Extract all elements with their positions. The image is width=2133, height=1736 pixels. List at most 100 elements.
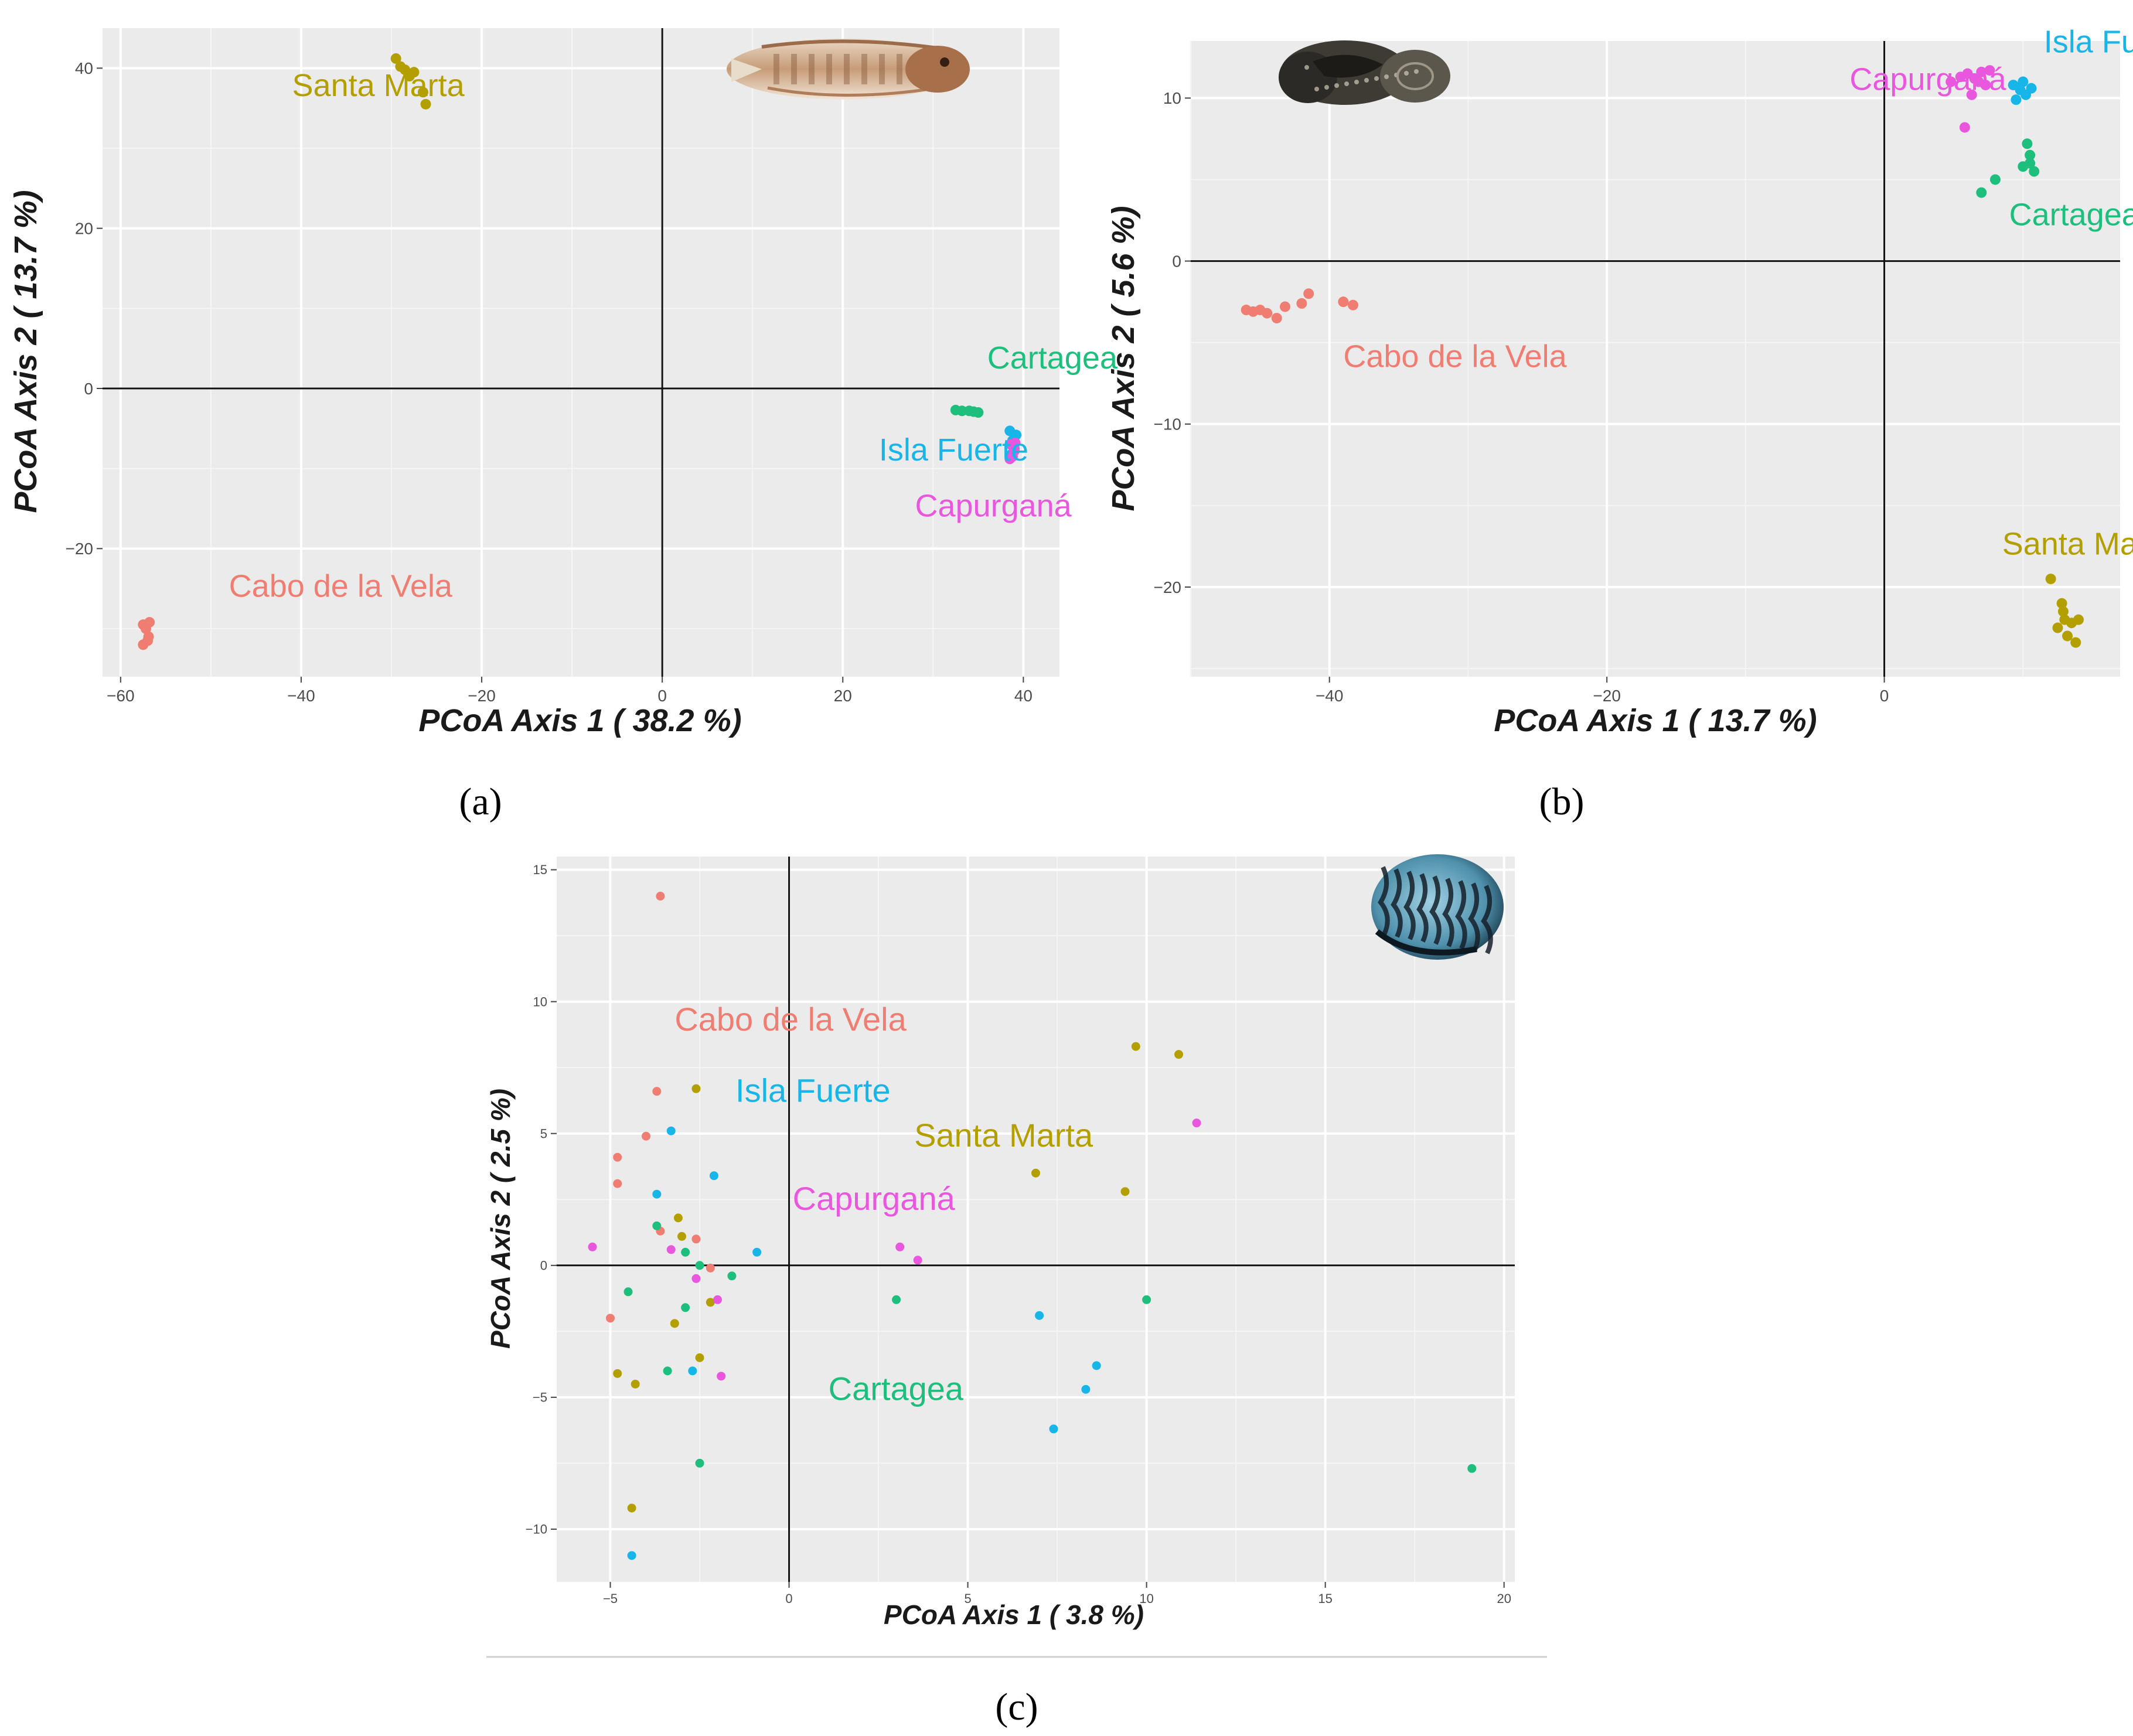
data-point <box>688 1366 697 1376</box>
data-point <box>2029 166 2040 177</box>
data-point <box>709 1171 718 1181</box>
data-point <box>138 639 149 650</box>
series-capurgan- <box>1004 437 1021 465</box>
y-tick-label: 40 <box>75 59 93 77</box>
data-point <box>1174 1050 1184 1059</box>
data-point <box>1031 1168 1040 1178</box>
data-point <box>656 892 665 901</box>
series-cabo-de-la-vela <box>1241 288 1358 323</box>
data-point <box>1279 301 1290 312</box>
x-axis-title: PCoA Axis 1 ( 38.2 %) <box>418 703 741 738</box>
data-point <box>1966 89 1977 100</box>
data-point <box>1959 122 1970 133</box>
data-point <box>695 1353 704 1362</box>
y-tick-label: −20 <box>66 540 94 558</box>
data-point <box>713 1295 723 1304</box>
group-label: Isla Fuerte <box>879 432 1028 468</box>
series-cartagea <box>623 1221 1477 1473</box>
x-tick-label: 0 <box>1880 687 1889 705</box>
data-point <box>673 1213 683 1223</box>
data-point <box>895 1242 905 1251</box>
data-point <box>727 1271 737 1281</box>
x-tick-label: 40 <box>1014 687 1033 705</box>
data-point <box>417 87 428 98</box>
series-capurgan- <box>1945 65 1995 133</box>
data-point <box>1303 288 1314 299</box>
data-point <box>2057 606 2069 617</box>
data-point <box>2045 574 2056 585</box>
data-point <box>677 1232 687 1241</box>
data-point <box>706 1298 715 1307</box>
data-point <box>973 407 984 418</box>
plot-background <box>103 28 1059 677</box>
data-point <box>2026 83 2037 94</box>
data-point <box>606 1314 615 1323</box>
data-point <box>1131 1042 1140 1051</box>
x-tick-label: 20 <box>834 687 852 705</box>
y-tick-label: −10 <box>526 1522 547 1537</box>
group-label: Santa Marta <box>2002 526 2133 561</box>
x-tick-label: −20 <box>1593 687 1621 705</box>
data-point <box>663 1366 672 1376</box>
panel-a: −60 −40 −20 0 20 40 −20 0 20 40 Santa Marta Cartage… <box>8 28 1118 823</box>
group-label: Santa Marta <box>292 68 465 103</box>
data-point <box>681 1247 690 1257</box>
data-point <box>913 1256 922 1265</box>
x-tick-label: 20 <box>1497 1591 1511 1606</box>
y-axis-title: PCoA Axis 2 ( 5.6 %) <box>1106 206 1141 511</box>
x-tick-label: 0 <box>785 1591 792 1606</box>
group-label: Cabo de la Vela <box>1343 339 1567 374</box>
series-capurgan- <box>588 1118 1201 1381</box>
group-label: Santa Marta <box>914 1117 1093 1154</box>
y-tick-label: 10 <box>533 994 547 1009</box>
data-point <box>1338 296 1349 308</box>
group-label: Capurganá <box>915 489 1072 524</box>
data-point <box>695 1261 704 1270</box>
data-point <box>588 1242 597 1251</box>
y-tick-label: 10 <box>1163 89 1181 107</box>
x-tick-label: −40 <box>1316 687 1344 705</box>
data-point <box>1049 1424 1058 1434</box>
data-point <box>1120 1187 1130 1196</box>
data-point <box>390 53 401 64</box>
data-point <box>1262 308 1273 319</box>
group-label: Cartagea <box>2009 197 2133 232</box>
data-point <box>695 1458 704 1468</box>
x-tick-label: −60 <box>107 687 135 705</box>
data-point <box>2018 76 2029 87</box>
group-label: Isla Fuerte <box>2044 24 2133 59</box>
group-label: Cartagea <box>987 340 1118 376</box>
data-point <box>691 1084 701 1093</box>
plot-background <box>557 857 1515 1582</box>
series-cabo-de-la-vela <box>138 617 155 650</box>
x-tick-label: 5 <box>964 1591 971 1606</box>
panel-caption: (b) <box>1539 780 1585 823</box>
data-point <box>892 1295 901 1304</box>
data-point <box>613 1369 622 1378</box>
data-point <box>2025 158 2036 169</box>
data-point <box>691 1274 701 1283</box>
data-point <box>627 1503 636 1513</box>
data-point <box>1347 299 1358 311</box>
sea-slug-icon <box>1279 40 1450 105</box>
data-point <box>1008 445 1020 456</box>
group-label: Cartagea <box>829 1370 964 1407</box>
panel-c: −5 0 5 10 15 20 −10 −5 0 5 10 15 Cabo de la Vela Isla… <box>485 854 1515 1728</box>
data-point <box>2070 637 2081 648</box>
y-tick-label: 0 <box>84 380 93 398</box>
data-point <box>623 1287 633 1297</box>
nerite-shell-icon <box>1371 854 1504 960</box>
series-cartagea <box>950 404 984 418</box>
data-point <box>1010 437 1021 448</box>
series-isla-fuerte <box>627 1126 1101 1560</box>
x-tick-label: −20 <box>468 687 496 705</box>
fish-icon <box>727 39 970 100</box>
x-tick-label: 10 <box>1139 1591 1153 1606</box>
y-tick-label: 5 <box>540 1126 547 1141</box>
y-axis-title: PCoA Axis 2 ( 13.7 %) <box>8 190 43 513</box>
data-point <box>1192 1118 1201 1128</box>
x-tick-label: 0 <box>657 687 667 705</box>
data-point <box>681 1303 690 1312</box>
series-santa-marta <box>390 53 431 110</box>
